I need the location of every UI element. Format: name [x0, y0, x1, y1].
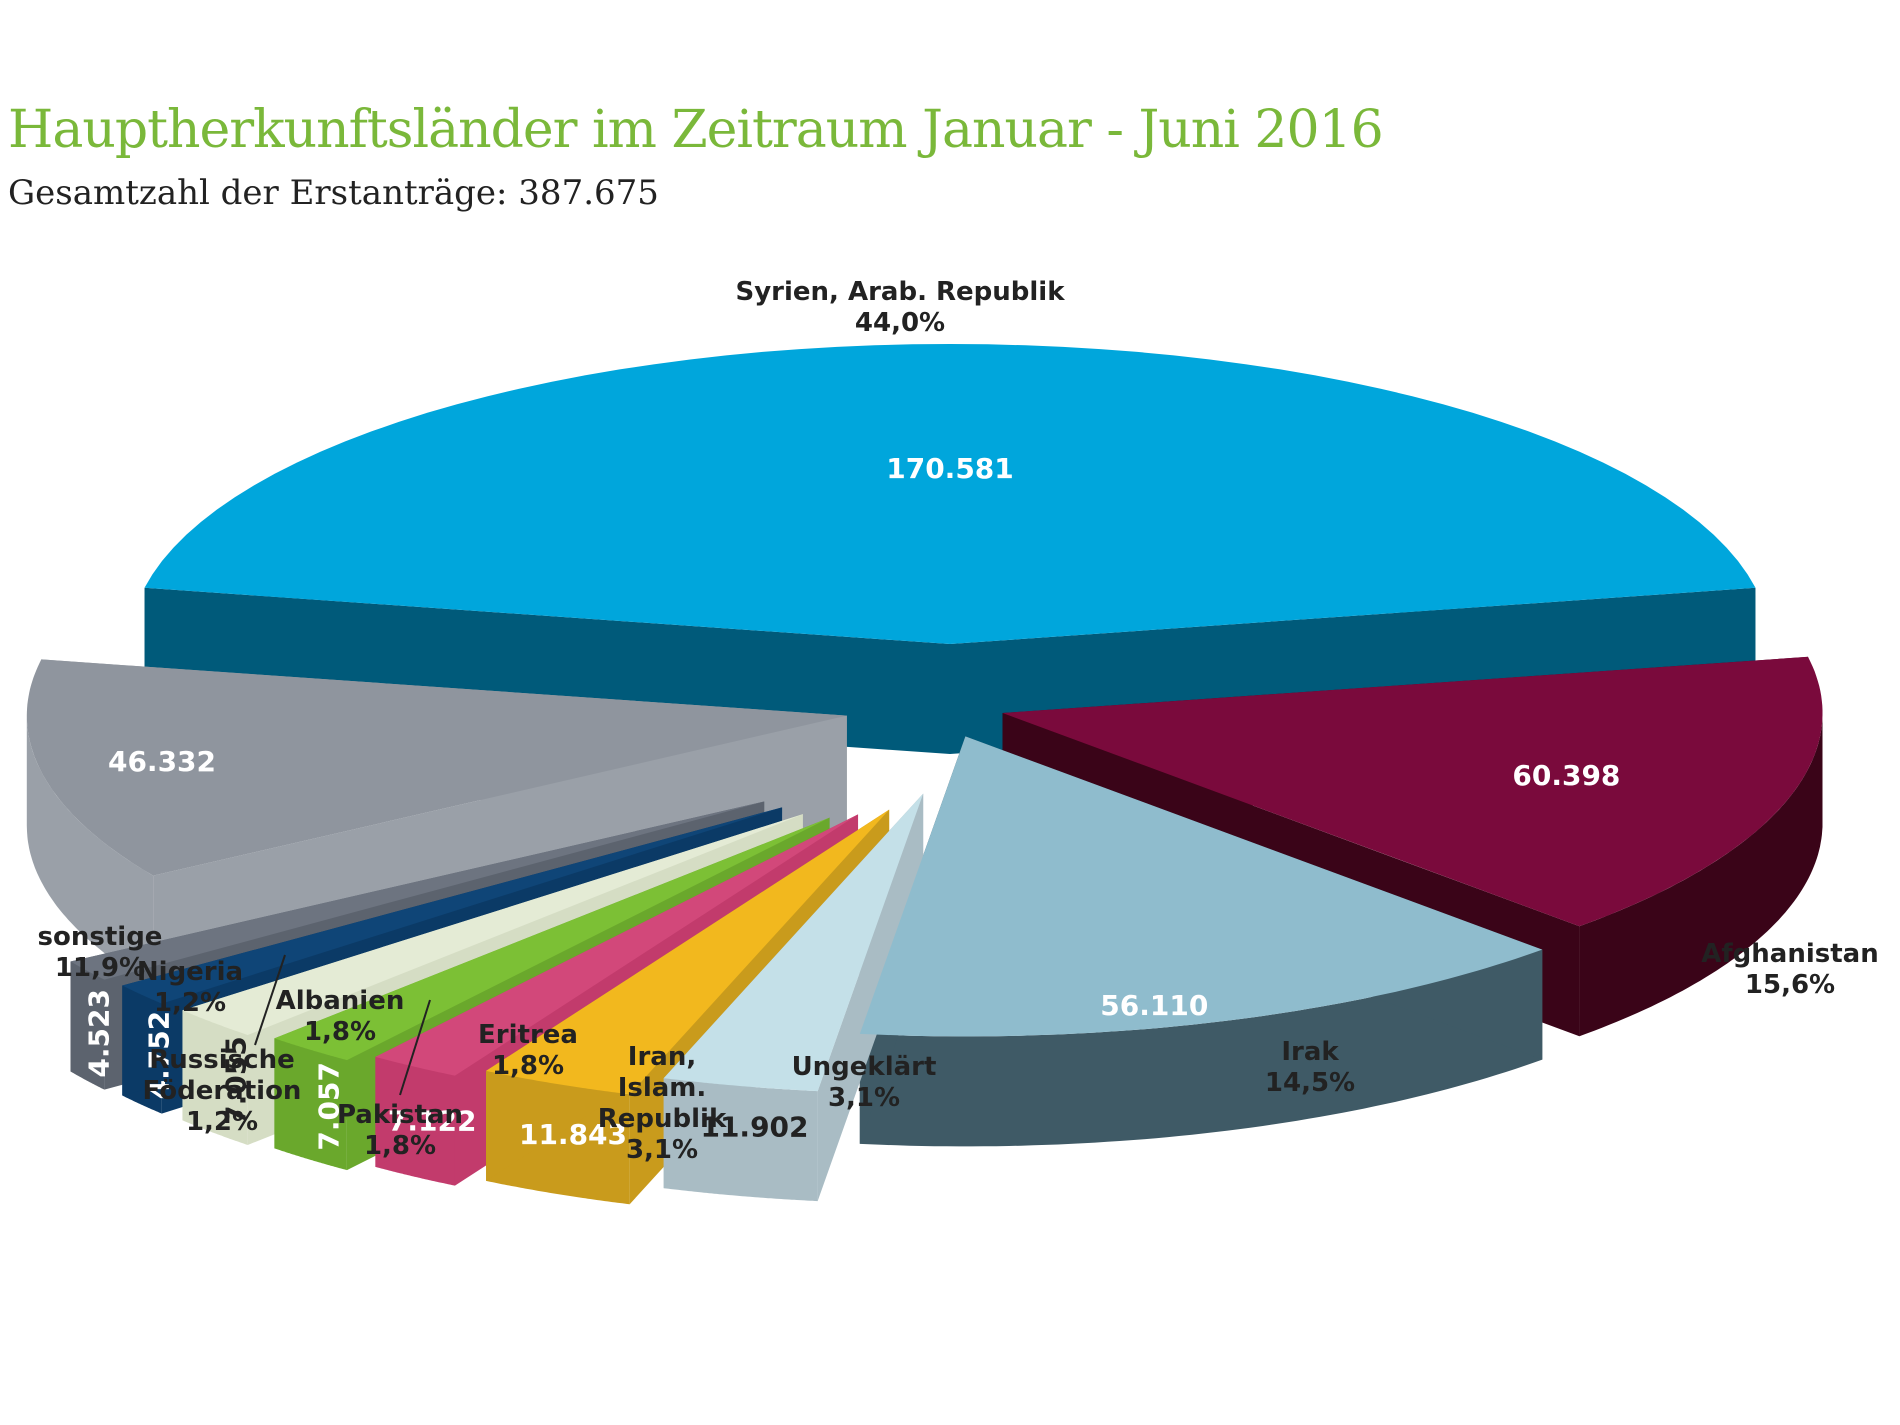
slice-2 — [859, 736, 1543, 1037]
value-label-3: 11.902 — [700, 1111, 808, 1144]
category-label-7: Albanien 1,8% — [276, 986, 405, 1047]
category-label-3: Ungeklärt 3,1% — [792, 1052, 937, 1113]
category-label-5: Eritrea 1,8% — [478, 1020, 578, 1081]
value-label-10: 46.332 — [108, 745, 216, 778]
leader-line-0 — [254, 954, 286, 1046]
slice-side-2 — [859, 949, 1543, 1147]
value-labels: 170.581 60.398 56.110 11.902 11.843 7.122 7.05… — [83, 452, 1621, 1151]
slice-4 — [486, 809, 890, 1095]
slice-5 — [375, 814, 858, 1076]
slice-6 — [274, 817, 830, 1061]
chart-title: Hauptherkunftsländer im Zeitraum Januar … — [8, 100, 1384, 160]
category-label-2: Irak 14,5% — [1265, 1037, 1355, 1098]
slice-side-10 — [26, 715, 154, 986]
slice-3 — [663, 793, 924, 1092]
category-labels: Syrien, Arab. Republik 44,0% Afghanistan 15… — [38, 277, 1879, 1165]
value-label-1: 60.398 — [1512, 759, 1620, 792]
chart-subtitle: Gesamtzahl der Erstanträge: 387.675 — [8, 173, 659, 213]
slice-side-1 — [1579, 713, 1823, 1037]
category-label-10: sonstige 11,9% — [38, 922, 163, 983]
value-label-8: 4.752 — [143, 1011, 176, 1100]
category-label-6: Pakistan 1,8% — [337, 1100, 463, 1161]
value-label-2: 56.110 — [1100, 989, 1208, 1022]
value-label-5: 7.122 — [388, 1105, 477, 1138]
value-label-4: 11.843 — [519, 1118, 627, 1151]
category-label-0: Syrien, Arab. Republik 44,0% — [735, 277, 1065, 338]
value-label-6: 7.057 — [313, 1062, 346, 1151]
slice-9 — [70, 801, 765, 980]
slice-10 — [26, 659, 847, 876]
category-label-8: Russische Föderation 1,2% — [143, 1045, 302, 1137]
value-label-0: 170.581 — [886, 452, 1014, 485]
category-label-1: Afghanistan 15,6% — [1701, 939, 1878, 1000]
slice-8 — [122, 807, 783, 1004]
category-label-4: Iran, Islam. Republik 3,1% — [598, 1042, 727, 1165]
value-label-9: 4.523 — [83, 989, 116, 1078]
slice-0 — [144, 344, 1756, 644]
category-label-9: Nigeria 1,2% — [137, 957, 243, 1018]
leader-line-1 — [399, 999, 431, 1096]
slice-7 — [182, 814, 803, 1035]
value-label-7: 7.055 — [220, 1036, 253, 1125]
slice-1 — [1002, 656, 1823, 927]
slice-tops — [26, 344, 1823, 1095]
